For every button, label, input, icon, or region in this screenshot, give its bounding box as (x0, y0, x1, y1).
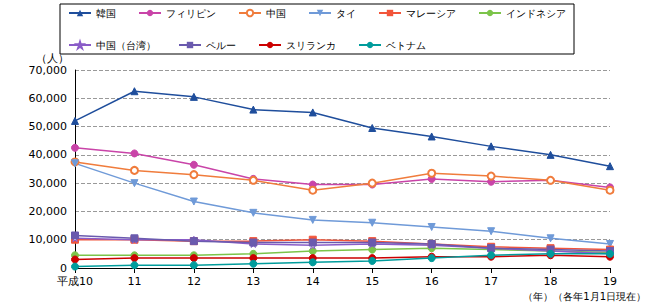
svg-text:18: 18 (544, 275, 558, 288)
svg-text:60,000: 60,000 (29, 92, 68, 105)
svg-text:17: 17 (484, 275, 498, 288)
svg-text:フィリピン: フィリピン (166, 8, 216, 19)
svg-text:タイ: タイ (336, 8, 356, 19)
svg-text:ペルー: ペルー (206, 40, 236, 51)
svg-text:20,000: 20,000 (29, 205, 68, 218)
svg-text:中国（台湾）: 中国（台湾） (96, 40, 156, 51)
svg-text:11: 11 (127, 275, 141, 288)
svg-text:韓国: 韓国 (96, 8, 116, 19)
svg-text:0: 0 (60, 262, 67, 275)
svg-text:12: 12 (187, 275, 201, 288)
svg-text:中国: 中国 (266, 8, 286, 19)
svg-text:30,000: 30,000 (29, 177, 68, 190)
svg-text:マレーシア: マレーシア (406, 8, 456, 19)
svg-text:15: 15 (365, 275, 379, 288)
svg-text:70,000: 70,000 (29, 64, 68, 77)
svg-text:19: 19 (603, 275, 617, 288)
svg-text:16: 16 (425, 275, 439, 288)
svg-text:（年）（各年1月1日現在）: （年）（各年1月1日現在） (523, 291, 646, 302)
svg-text:ベトナム: ベトナム (386, 40, 426, 51)
svg-text:14: 14 (306, 275, 320, 288)
svg-text:10,000: 10,000 (29, 233, 68, 246)
svg-text:13: 13 (246, 275, 260, 288)
svg-text:スリランカ: スリランカ (286, 40, 336, 51)
svg-text:40,000: 40,000 (29, 148, 68, 161)
svg-text:平成10: 平成10 (57, 275, 93, 288)
svg-text:50,000: 50,000 (29, 120, 68, 133)
svg-text:インドネシア: インドネシア (506, 8, 566, 19)
